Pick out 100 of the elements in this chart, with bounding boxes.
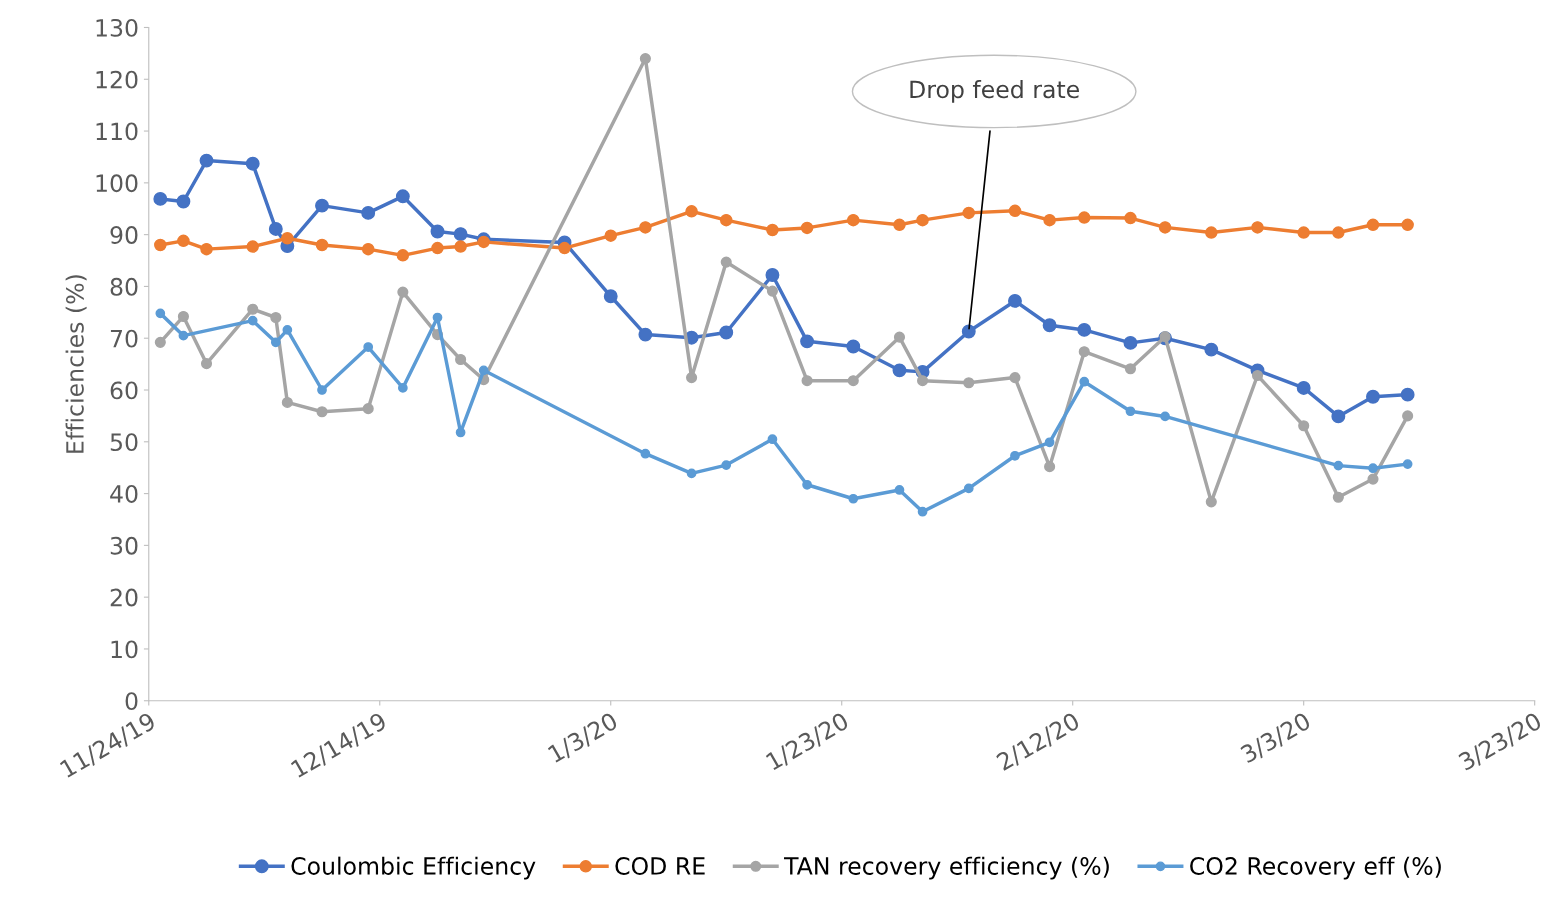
point (685, 205, 698, 218)
point (397, 286, 409, 298)
point (640, 448, 651, 459)
point (893, 218, 906, 232)
legend-label: CO2 Recovery eff (%) (1190, 856, 1441, 880)
point (1366, 389, 1380, 404)
point (720, 256, 732, 268)
point (1008, 293, 1022, 308)
point (916, 213, 929, 227)
point (847, 375, 859, 387)
point (1077, 322, 1092, 337)
y-tick-label: 130 (96, 18, 138, 37)
point (765, 268, 780, 282)
point (1331, 409, 1346, 424)
point (1008, 204, 1022, 218)
point (455, 427, 466, 438)
annotation: Drop feed rate (910, 80, 1079, 103)
y-tick-label: 30 (110, 536, 138, 555)
legend-label: TAN recovery efficiency (%) (784, 856, 1109, 880)
point (154, 336, 166, 348)
point (177, 310, 189, 323)
point (917, 506, 928, 517)
y-tick-label: 0 (125, 692, 138, 711)
point (176, 194, 191, 209)
y-tick-label: 80 (110, 277, 138, 296)
point (155, 308, 166, 319)
point (432, 312, 443, 323)
legend-label: COD RE (615, 857, 705, 875)
point (316, 406, 328, 418)
point (199, 153, 214, 168)
point (1124, 211, 1137, 225)
point (1402, 410, 1414, 422)
point (281, 232, 294, 245)
point (1368, 463, 1378, 474)
point (1332, 491, 1344, 503)
point (766, 285, 778, 297)
point (1402, 459, 1413, 469)
point (800, 334, 815, 349)
point (361, 205, 376, 220)
point (1125, 406, 1136, 417)
point (1123, 335, 1138, 350)
point (1042, 318, 1057, 333)
point (396, 249, 410, 262)
point (362, 403, 374, 415)
point (281, 396, 293, 408)
point (478, 365, 489, 376)
point (892, 363, 907, 378)
point (603, 289, 618, 304)
point (847, 213, 860, 227)
point (200, 242, 213, 256)
point (917, 375, 929, 387)
point (1044, 437, 1055, 448)
point (1296, 380, 1311, 395)
point (719, 213, 733, 227)
point (453, 227, 468, 242)
point (268, 221, 283, 236)
point (1078, 211, 1091, 224)
point (154, 238, 167, 252)
point (1205, 496, 1217, 508)
point (1158, 221, 1172, 234)
point (963, 377, 975, 389)
point (363, 342, 374, 352)
point (315, 238, 329, 252)
y-tick-label: 60 (110, 381, 138, 400)
point (686, 372, 698, 384)
point (431, 241, 444, 255)
point (802, 479, 812, 490)
point (397, 383, 408, 393)
point (963, 483, 974, 494)
point (1078, 346, 1090, 358)
point (1332, 226, 1345, 239)
y-tick-label: 10 (111, 640, 138, 659)
point (1009, 372, 1021, 384)
point (454, 240, 467, 253)
point (1010, 450, 1020, 461)
point (1251, 221, 1264, 234)
point (247, 315, 258, 326)
point (961, 324, 976, 339)
point (848, 493, 859, 504)
point (245, 156, 260, 171)
point (247, 303, 259, 315)
point (317, 385, 327, 395)
point (246, 240, 259, 253)
point (604, 229, 617, 242)
point (800, 221, 814, 235)
point (719, 325, 734, 340)
point (177, 234, 190, 248)
point (1160, 411, 1170, 422)
point (1298, 420, 1310, 432)
y-tick-label: 120 (96, 70, 138, 89)
point (455, 353, 467, 366)
point (430, 224, 445, 239)
y-tick-label: 110 (96, 122, 138, 141)
point (1366, 218, 1380, 232)
point (801, 375, 813, 387)
point (766, 223, 779, 237)
point (1044, 461, 1056, 473)
point (767, 434, 778, 445)
point (639, 221, 652, 234)
point (361, 242, 375, 256)
